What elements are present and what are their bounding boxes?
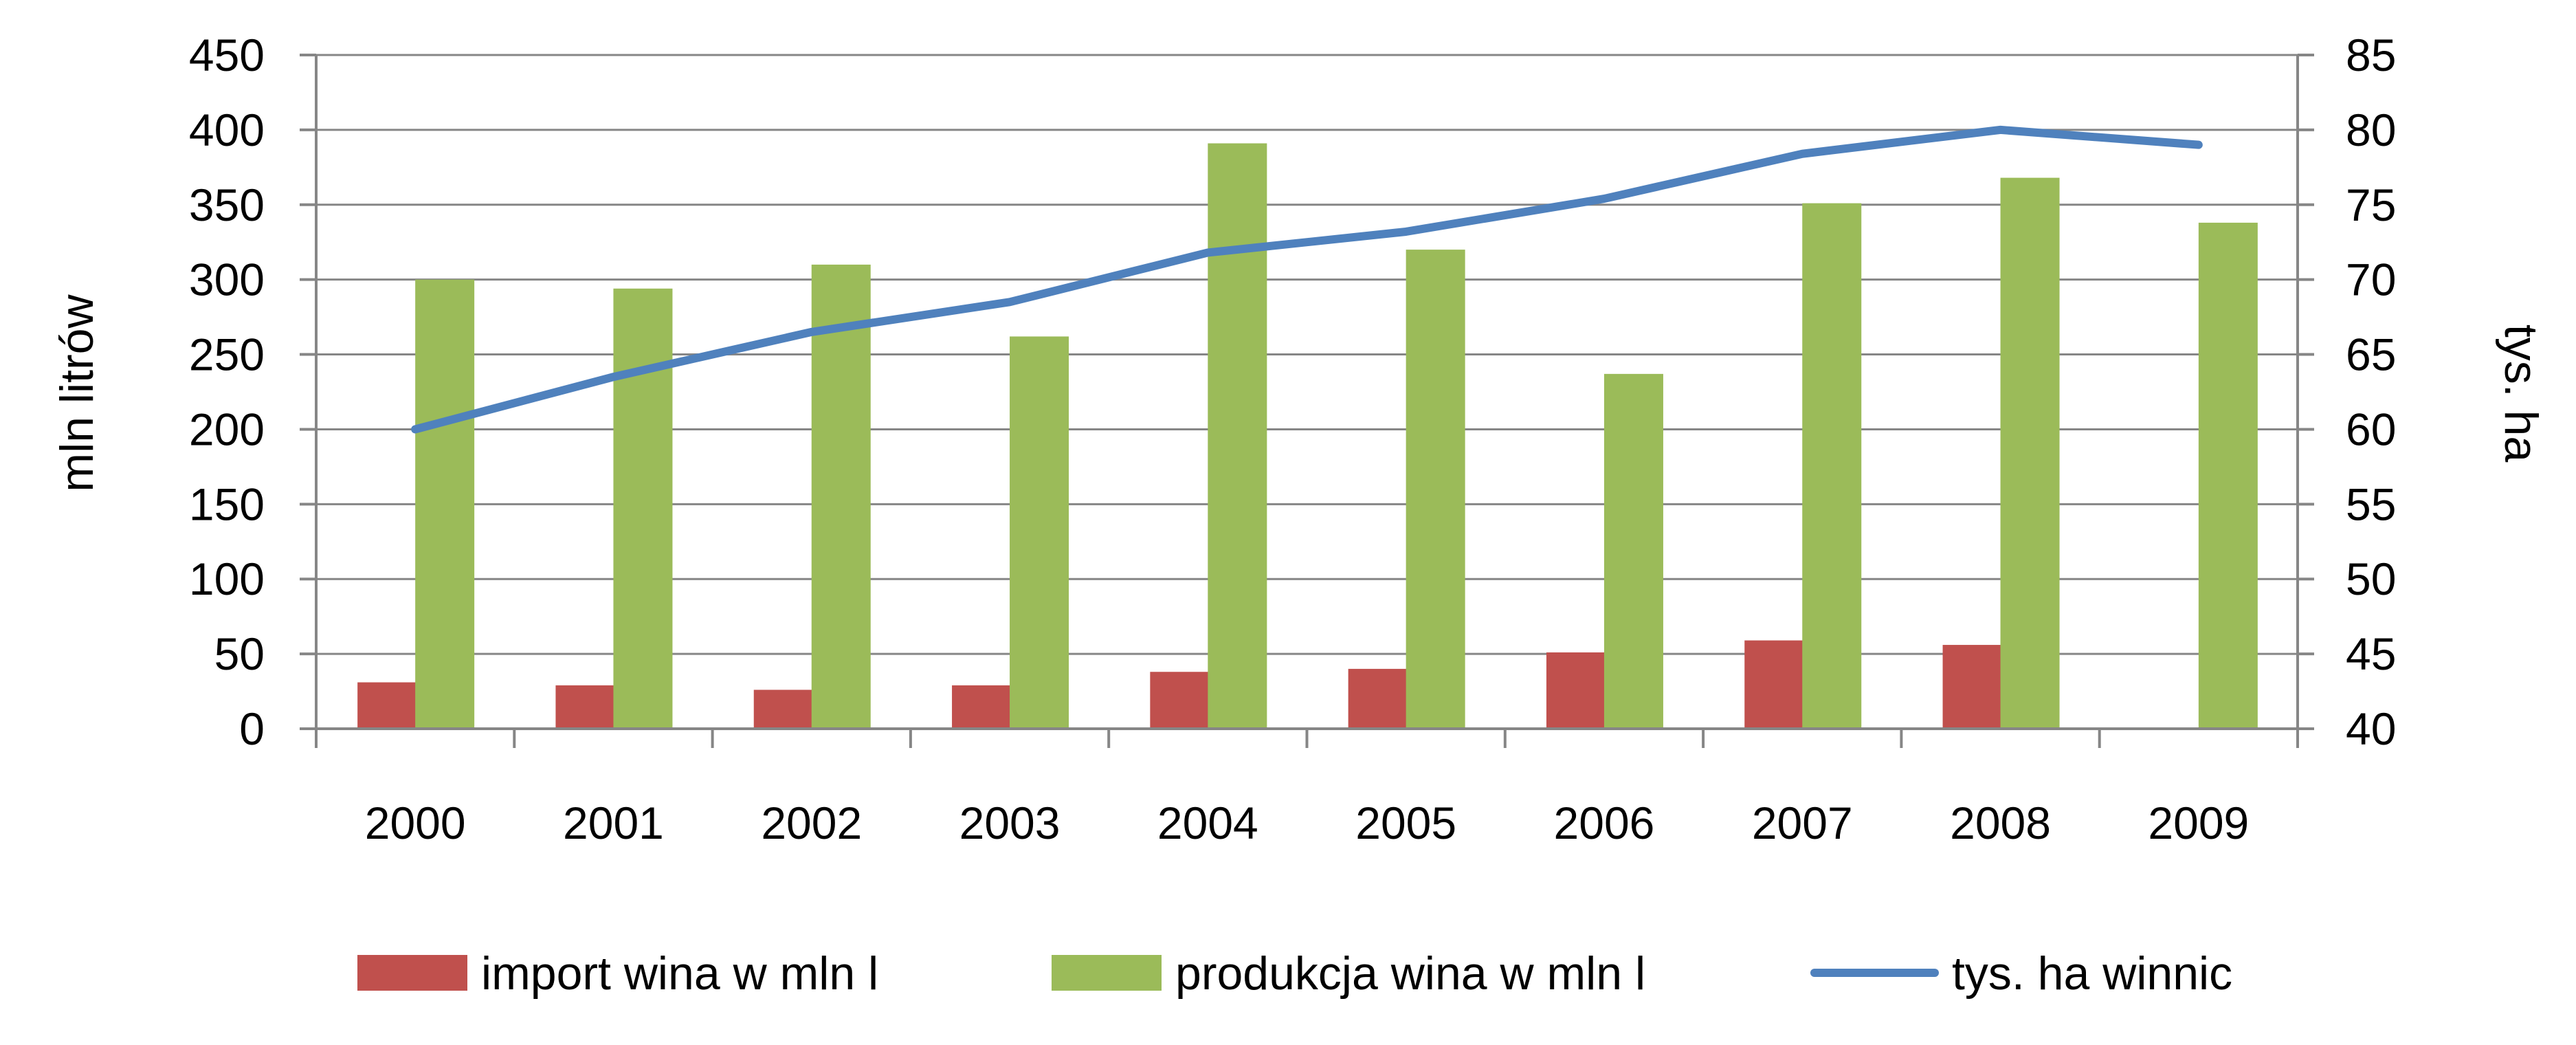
y2-tick-label: 70 bbox=[2346, 254, 2396, 305]
bar-import-2004 bbox=[1150, 672, 1210, 729]
bar-import-2000 bbox=[357, 682, 417, 729]
legend-swatch bbox=[1052, 955, 1162, 991]
line-point-2001 bbox=[612, 376, 614, 378]
legend-label: produkcja wina w mln l bbox=[1175, 947, 1645, 1000]
x-tick-label: 2007 bbox=[1752, 798, 1853, 848]
line-point-2004 bbox=[1207, 252, 1209, 254]
y-tick-label: 350 bbox=[189, 179, 265, 230]
x-tick-label: 2008 bbox=[1950, 798, 2051, 848]
line-point-2003 bbox=[1009, 301, 1011, 303]
y-tick-label: 400 bbox=[189, 104, 265, 155]
bar-import-2003 bbox=[952, 685, 1012, 729]
y-tick-label: 150 bbox=[189, 478, 265, 529]
x-tick-label: 2000 bbox=[365, 798, 466, 848]
x-tick-label: 2001 bbox=[563, 798, 664, 848]
line-point-2000 bbox=[414, 428, 417, 430]
y2-tick-label: 50 bbox=[2346, 553, 2396, 604]
y-tick-label: 200 bbox=[189, 404, 265, 454]
legend: import wina w mln l produkcja wina w mln … bbox=[357, 947, 2232, 1000]
y2-axis-ticks: 40 45 50 55 60 65 70 75 80 85 bbox=[2346, 30, 2396, 754]
y-tick-label: 250 bbox=[189, 329, 265, 380]
bar-import-2002 bbox=[753, 690, 813, 729]
y-tick-label: 300 bbox=[189, 254, 265, 305]
x-tick-label: 2003 bbox=[959, 798, 1061, 848]
bar-produkcja-2002 bbox=[811, 264, 871, 729]
bar-produkcja-2000 bbox=[415, 279, 475, 729]
y2-tick-label: 45 bbox=[2346, 628, 2396, 679]
y-axis-title: mln litrów bbox=[51, 294, 103, 492]
y-tick-label: 50 bbox=[214, 628, 265, 679]
line-series bbox=[411, 125, 2203, 434]
bar-produkcja-2006 bbox=[1603, 373, 1663, 729]
y2-axis-title: tys. ha bbox=[2495, 324, 2547, 462]
x-tick-label: 2004 bbox=[1157, 798, 1258, 848]
bar-import-2001 bbox=[555, 685, 615, 729]
bar-import-2005 bbox=[1348, 668, 1408, 729]
legend-label: tys. ha winnic bbox=[1952, 947, 2232, 1000]
bar-import-2008 bbox=[1942, 645, 2002, 729]
x-tick-label: 2006 bbox=[1554, 798, 1655, 848]
x-tick-label: 2009 bbox=[2148, 798, 2249, 848]
y-axis-ticks: 0 50 100 150 200 250 300 350 400 450 bbox=[189, 30, 265, 754]
y2-tick-label: 85 bbox=[2346, 30, 2396, 80]
bar-produkcja-2007 bbox=[1802, 203, 1862, 729]
bar-produkcja-2001 bbox=[613, 288, 673, 729]
y-tick-label: 450 bbox=[189, 30, 265, 80]
y-tick-label: 0 bbox=[239, 703, 265, 754]
line-point-2007 bbox=[1801, 153, 1803, 155]
y2-tick-label: 65 bbox=[2346, 329, 2396, 380]
y2-tick-label: 55 bbox=[2346, 478, 2396, 529]
line-point-2006 bbox=[1603, 198, 1605, 200]
axes bbox=[300, 54, 2314, 748]
x-axis-ticks: 2000 2001 2002 2003 2004 2005 2006 2007 2008 2009 bbox=[365, 798, 2250, 848]
legend-label: import wina w mln l bbox=[481, 947, 878, 1000]
y2-tick-label: 80 bbox=[2346, 104, 2396, 155]
line-tys-ha-winnic bbox=[411, 125, 2203, 434]
bar-import-2006 bbox=[1546, 652, 1606, 729]
y2-tick-label: 75 bbox=[2346, 179, 2396, 230]
y2-tick-label: 40 bbox=[2346, 703, 2396, 754]
line-point-2005 bbox=[1405, 230, 1407, 232]
x-tick-label: 2005 bbox=[1355, 798, 1456, 848]
y-tick-label: 100 bbox=[189, 553, 265, 604]
y2-tick-label: 60 bbox=[2346, 404, 2396, 454]
legend-swatch bbox=[357, 955, 467, 991]
bar-produkcja-2003 bbox=[1010, 336, 1069, 729]
bar-produkcja-2005 bbox=[1406, 250, 1465, 729]
x-tick-label: 2002 bbox=[761, 798, 862, 848]
bar-produkcja-2004 bbox=[1208, 143, 1267, 729]
line-point-2008 bbox=[1999, 129, 2001, 131]
line-point-2009 bbox=[2197, 144, 2199, 146]
line-point-2002 bbox=[810, 331, 812, 333]
bars bbox=[357, 143, 2258, 729]
bar-produkcja-2008 bbox=[2000, 177, 2060, 729]
bar-produkcja-2009 bbox=[2198, 222, 2258, 729]
bar-import-2007 bbox=[1744, 640, 1804, 729]
